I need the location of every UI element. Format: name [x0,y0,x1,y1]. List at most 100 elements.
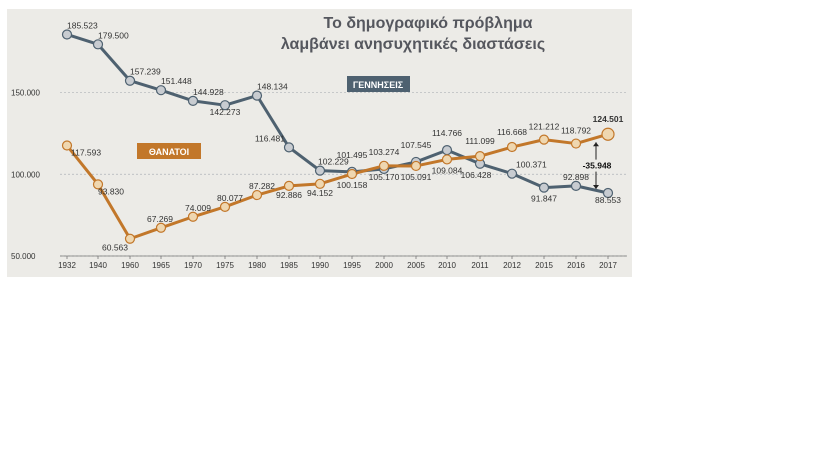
deaths-data-label: 80.077 [217,193,243,203]
deaths-data-point [187,211,199,222]
births-data-label: 91.847 [531,194,557,204]
x-tick-label: 1990 [311,261,329,270]
births-data-point [92,39,104,50]
deaths-data-label: 109.084 [432,165,463,175]
x-tick-label: 1980 [248,261,266,270]
y-tick-label: 50.000 [11,252,36,261]
deaths-data-point [155,222,167,233]
deaths-data-label: 87.282 [249,181,275,191]
births-data-point [124,75,136,86]
deaths-data-point [314,178,326,189]
deaths-data-point [410,160,422,172]
x-tick-label: 2015 [535,261,553,270]
deaths-data-label: 60.563 [102,243,128,253]
y-tick-label: 150.000 [11,89,40,98]
x-tick-label: 2000 [375,261,393,270]
deaths-data-point [124,233,136,244]
deaths-data-point [61,140,73,151]
deaths-data-point [538,134,550,145]
deaths-data-label: 118.792 [561,126,591,136]
chart-panel: Το δημογραφικό πρόβλημα λαμβάνει ανησυχη… [7,9,632,277]
deaths-data-point [474,151,486,162]
deaths-data-point [283,180,295,192]
x-tick-label: 1932 [58,261,76,270]
x-tick-label: 2005 [407,261,425,270]
x-tick-label: 1975 [216,261,234,270]
births-data-label: 144.928 [193,87,224,97]
births-data-label: 88.553 [595,195,621,205]
deaths-data-point [346,168,358,180]
deaths-data-label: 124.501 [593,114,624,124]
x-tick-label: 2011 [471,261,489,270]
deaths-data-point [441,154,453,165]
population-line-chart: Το δημογραφικό πρόβλημα λαμβάνει ανησυχη… [7,9,632,277]
y-tick-label: 100.000 [11,170,40,179]
deaths-data-point [92,179,104,190]
births-data-point [187,95,199,106]
births-data-label: 179.500 [98,30,129,40]
births-data-label: 114.766 [432,128,462,138]
chart-title-line-2: λαμβάνει ανησυχητικές διαστάσεις [281,36,545,53]
deaths-data-point [251,189,263,201]
x-tick-label: 1995 [343,261,361,270]
births-data-label: 151.448 [161,76,192,86]
deaths-data-point [570,138,582,149]
deaths-data-label: 94.152 [307,188,333,198]
deaths-data-point [219,201,231,212]
x-tick-label: 2010 [438,261,456,270]
births-legend-label: ΓΕΝΝΗΣΕΙΣ [353,80,404,90]
births-data-label: 148.134 [257,82,288,92]
births-data-label: 106.428 [461,170,492,180]
births-data-label: 103.274 [369,147,400,157]
births-data-point [314,165,326,176]
deaths-data-label: 111.099 [465,136,495,146]
births-data-point [219,100,231,111]
deaths-data-label: 117.593 [71,148,101,158]
births-data-point [602,187,614,199]
births-data-point [441,145,453,156]
difference-label-bg [580,159,614,172]
x-tick-label: 2016 [567,261,585,270]
x-tick-label: 1965 [152,261,170,270]
x-tick-label: 1960 [121,261,139,270]
births-data-label: 102.229 [318,157,349,167]
deaths-data-label: 121.212 [529,122,560,132]
births-data-label: 92.898 [563,172,589,182]
births-data-point [251,90,263,101]
x-tick-label: 2012 [503,261,521,270]
chart-title-line-1: Το δημογραφικό πρόβλημα [324,15,533,32]
difference-arrow-up [593,142,599,147]
births-data-label: 157.239 [130,67,161,77]
deaths-data-label: 67.269 [147,214,173,224]
x-tick-label: 1940 [89,261,107,270]
births-data-label: 116.481 [255,133,285,143]
births-data-point [538,182,550,193]
births-data-point [61,29,73,40]
deaths-legend-label: ΘΑΝΑΤΟΙ [149,147,189,157]
x-tick-label: 1970 [184,261,202,270]
births-data-label: 101.495 [337,150,368,160]
difference-arrow-down [593,184,599,189]
deaths-data-label: 105.170 [369,172,400,182]
deaths-legend-box [137,143,201,159]
deaths-data-label: 93.830 [98,186,124,196]
births-data-point [506,168,518,179]
x-tick-label: 1985 [280,261,298,270]
births-series-line [66,33,609,195]
deaths-data-label: 116.668 [497,127,527,137]
deaths-data-label: 92.886 [276,190,302,200]
deaths-series-line [65,132,609,241]
births-data-label: 107.545 [401,140,432,150]
x-tick-label: 2017 [599,261,617,270]
deaths-data-label: 105.091 [401,172,432,182]
births-data-label: 185.523 [67,20,98,30]
deaths-data-label: 74.009 [185,203,211,213]
deaths-data-label: 100.158 [337,180,368,190]
births-legend-box [347,76,410,92]
deaths-data-point [506,141,518,153]
births-data-label: 100.371 [516,160,547,170]
births-data-point [570,180,582,191]
births-data-point [155,85,167,96]
deaths-data-point [601,127,615,141]
difference-label: -35.948 [583,161,612,171]
